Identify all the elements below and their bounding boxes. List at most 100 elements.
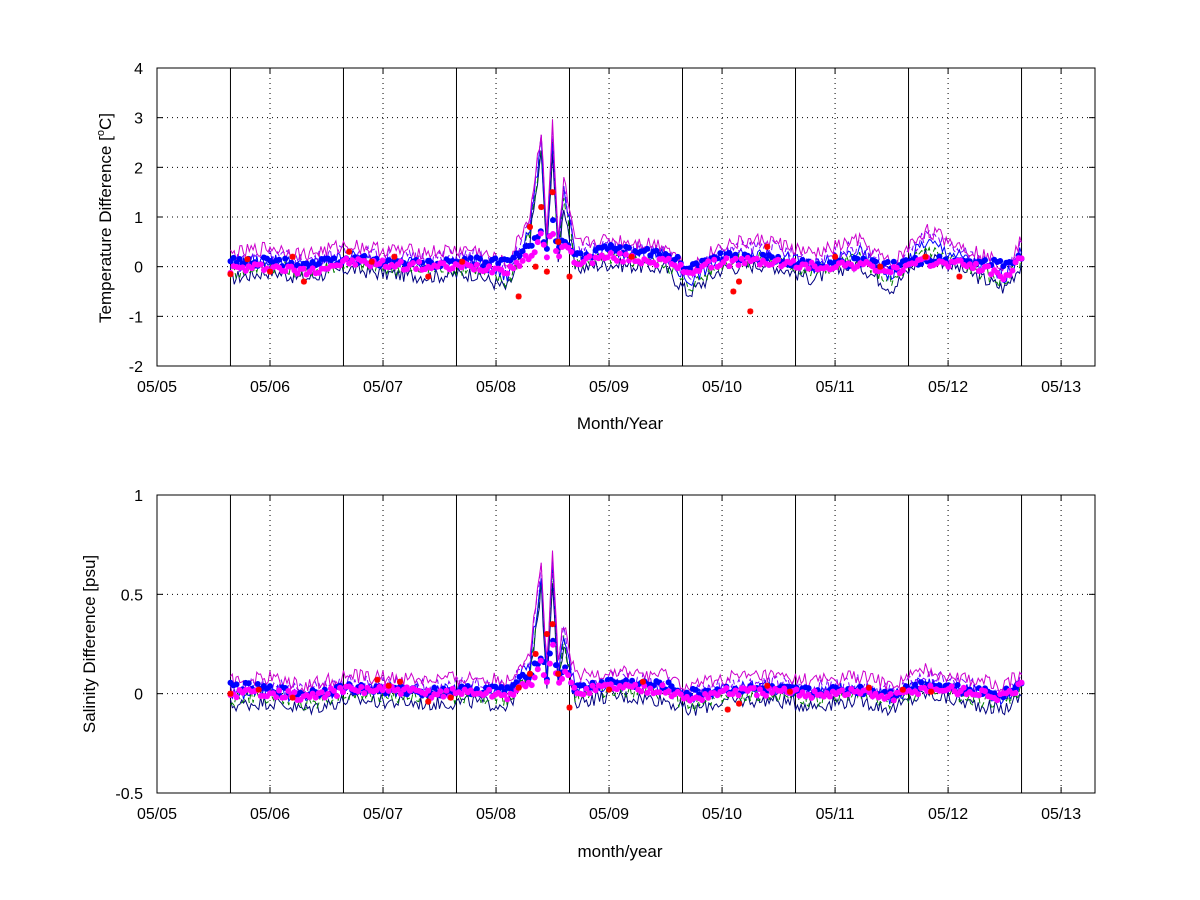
- data-point: [385, 687, 392, 694]
- red-asterisk-point: [459, 258, 466, 265]
- data-point: [954, 682, 961, 688]
- x-tick-label: 05/06: [250, 806, 290, 823]
- data-point: [799, 689, 806, 696]
- red-asterisk-point: [736, 278, 743, 285]
- data-point: [343, 255, 350, 262]
- red-asterisk-point: [736, 700, 743, 707]
- data-point: [300, 265, 307, 272]
- data-point: [1012, 690, 1019, 696]
- data-point: [616, 244, 623, 251]
- x-tick-label: 05/06: [250, 379, 290, 396]
- x-tick-label: 05/09: [589, 379, 629, 396]
- x-tick-label: 05/07: [363, 379, 403, 396]
- x-tick-label: 05/13: [1041, 806, 1081, 823]
- y-tick-label: 0.5: [121, 587, 143, 604]
- x-tick-label: 05/12: [928, 379, 968, 396]
- data-point: [994, 697, 1001, 704]
- data-point: [826, 693, 833, 700]
- data-point: [753, 692, 760, 699]
- data-point: [738, 255, 745, 262]
- data-point: [550, 231, 556, 237]
- data-point: [440, 693, 447, 700]
- data-point: [324, 690, 331, 697]
- data-point: [233, 681, 240, 688]
- data-point: [550, 217, 556, 224]
- data-point: [735, 692, 742, 699]
- data-point: [242, 267, 249, 274]
- red-asterisk-point: [543, 268, 550, 275]
- data-point: [352, 261, 359, 268]
- data-point: [553, 662, 559, 669]
- red-asterisk-point: [549, 621, 556, 628]
- data-point: [337, 684, 343, 691]
- data-point: [604, 254, 611, 261]
- data-point: [516, 252, 523, 259]
- series-red-asterisks: [227, 189, 963, 315]
- series-magenta-markers: [227, 230, 1025, 283]
- red-asterisk-point: [786, 688, 793, 695]
- data-point: [531, 249, 538, 256]
- data-point: [330, 687, 337, 694]
- x-tick-label: 05/07: [363, 806, 403, 823]
- data-point: [519, 257, 526, 264]
- data-point: [562, 664, 569, 671]
- data-point: [413, 266, 420, 272]
- data-point: [677, 691, 684, 698]
- data-point: [385, 257, 392, 264]
- data-point: [872, 258, 879, 265]
- red-asterisk-point: [549, 189, 556, 196]
- data-point: [285, 688, 292, 694]
- data-point: [677, 261, 684, 268]
- data-point: [708, 264, 715, 271]
- data-point: [531, 674, 538, 681]
- data-point: [732, 255, 739, 262]
- data-point: [276, 687, 283, 694]
- data-point: [705, 258, 712, 265]
- y-axis-title-unit: C]: [96, 113, 115, 130]
- red-asterisk-point: [255, 686, 262, 693]
- data-point: [696, 268, 702, 274]
- red-asterisk-point: [764, 243, 771, 250]
- data-point: [492, 255, 499, 262]
- data-point: [607, 250, 614, 256]
- data-point: [565, 672, 572, 679]
- data-point: [616, 250, 623, 257]
- data-point: [592, 687, 599, 694]
- data-point: [276, 256, 283, 263]
- series-line: [230, 571, 1022, 713]
- y-tick-label: 4: [134, 61, 143, 78]
- data-point: [245, 680, 252, 687]
- data-point: [543, 245, 550, 252]
- data-point: [397, 691, 404, 697]
- data-point: [982, 688, 988, 695]
- data-point: [510, 691, 517, 698]
- data-point: [349, 257, 356, 264]
- red-asterisk-point: [538, 204, 545, 211]
- data-point: [367, 263, 374, 270]
- red-asterisk-point: [396, 678, 403, 685]
- data-point: [893, 264, 900, 271]
- data-point: [763, 692, 769, 699]
- y-tick-label: -2: [129, 359, 143, 376]
- x-axis-title: month/year: [577, 842, 662, 861]
- red-asterisk-point: [425, 698, 432, 705]
- red-asterisk-point: [526, 223, 533, 230]
- data-point: [550, 641, 556, 648]
- y-tick-label: 0: [134, 260, 143, 277]
- red-asterisk-point: [425, 273, 432, 280]
- red-asterisk-point: [267, 268, 274, 275]
- data-point: [443, 687, 450, 694]
- data-point: [960, 684, 967, 691]
- red-asterisk-point: [928, 688, 935, 695]
- data-point: [884, 259, 891, 265]
- data-point: [975, 692, 982, 699]
- data-point: [866, 689, 873, 696]
- data-point: [282, 255, 289, 262]
- data-point: [528, 242, 535, 249]
- x-tick-labels: 05/05 05/06 05/07 05/08 05/09 05/10 05/11 05/12…: [137, 379, 1081, 396]
- data-point: [854, 255, 861, 262]
- red-asterisk-point: [300, 278, 307, 285]
- data-point: [540, 672, 547, 679]
- data-point: [887, 691, 894, 697]
